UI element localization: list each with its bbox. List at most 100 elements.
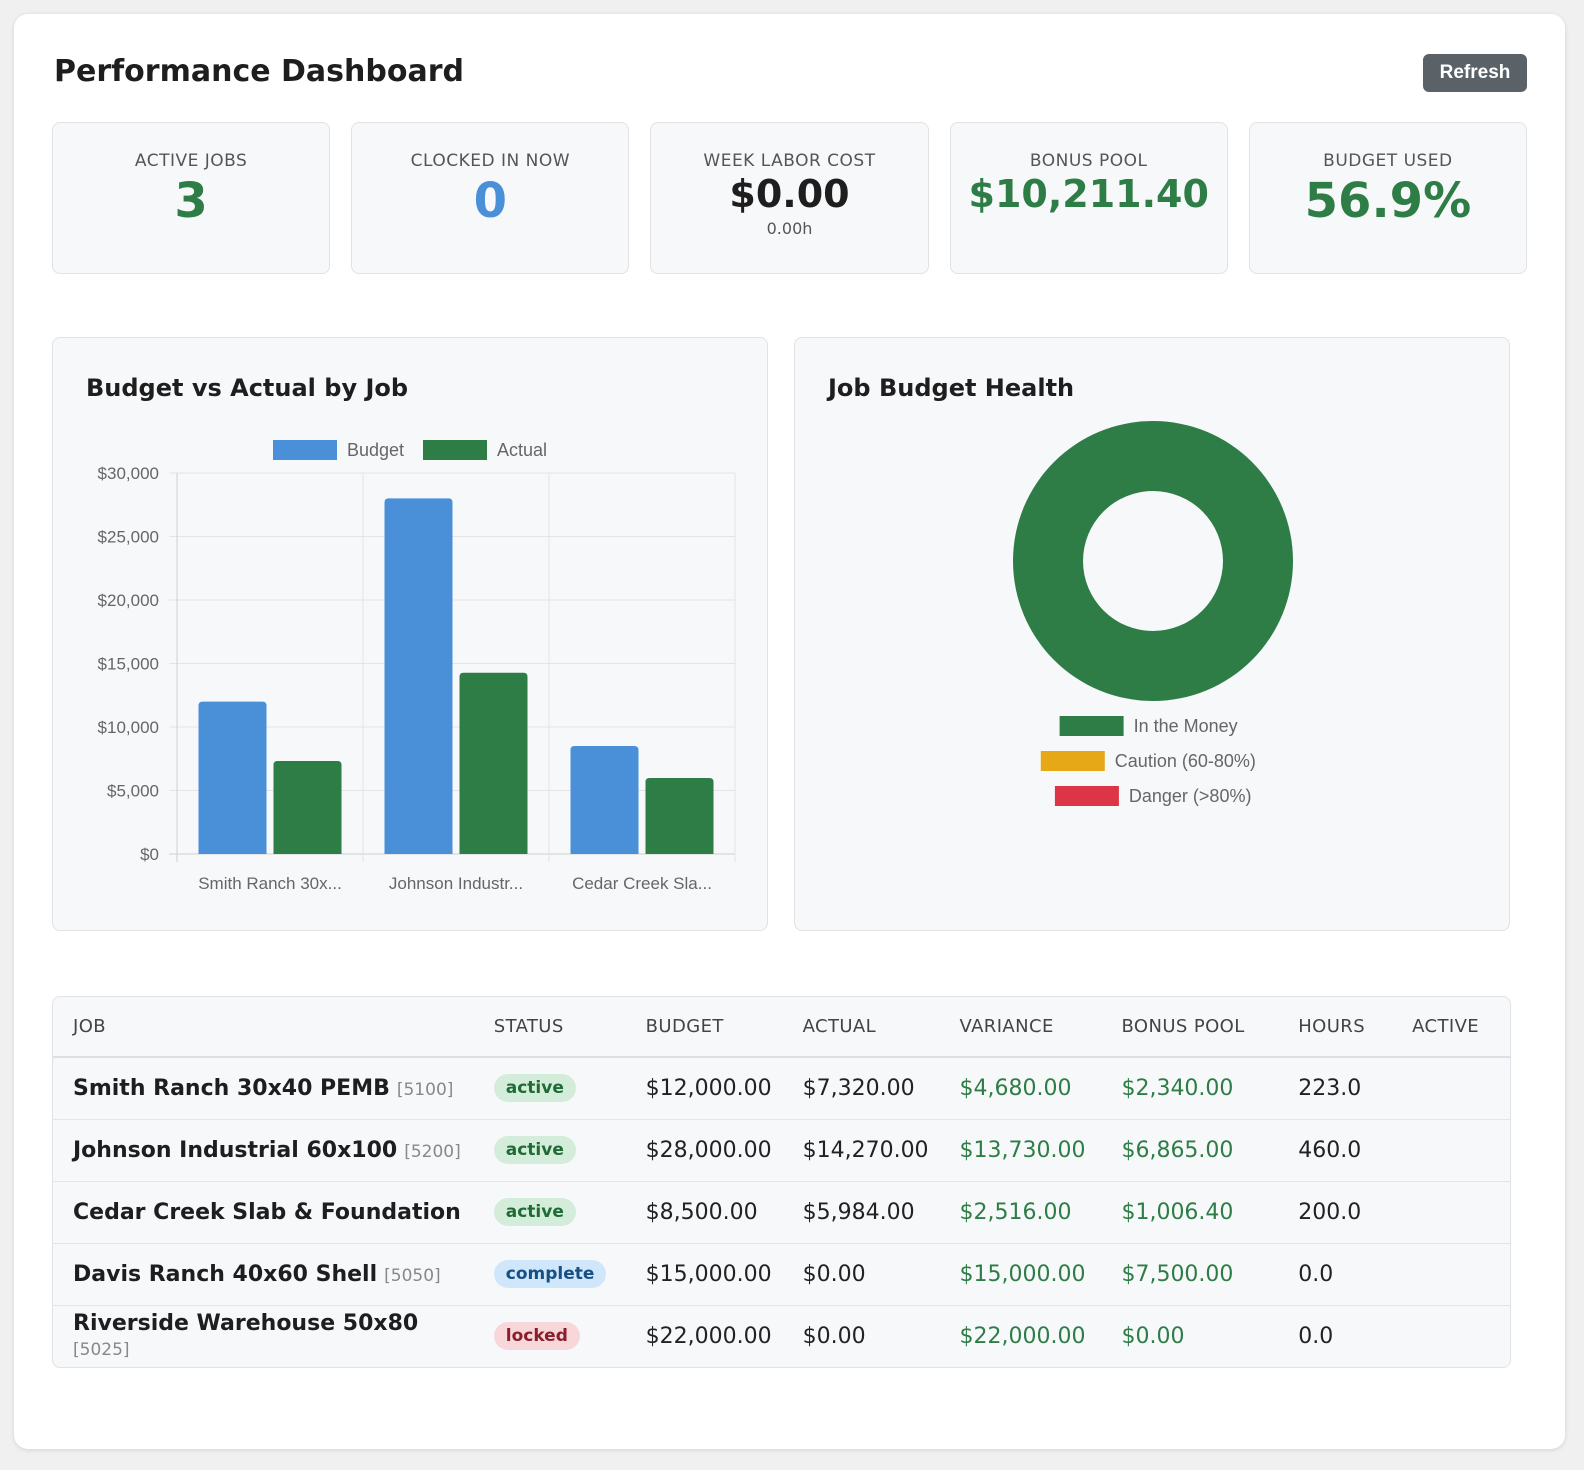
job-budget-health-panel: Job Budget Health In the Money Caution (6… xyxy=(794,337,1510,931)
legend-label-1[interactable]: Caution (60-80%) xyxy=(1115,751,1256,771)
variance-cell: $22,000.00 xyxy=(959,1323,1086,1349)
budget-cell: $28,000.00 xyxy=(625,1119,783,1182)
status-cell: active xyxy=(473,1181,626,1244)
stat-label: CLOCKED IN NOW xyxy=(410,151,571,171)
status-cell: complete xyxy=(473,1243,626,1306)
job-name[interactable]: Smith Ranch 30x40 PEMB xyxy=(73,1075,390,1101)
status-cell: locked xyxy=(474,1305,626,1367)
table-row[interactable]: Davis Ranch 40x60 Shell [5050] complete $1… xyxy=(53,1243,1510,1306)
legend-swatch-budget[interactable] xyxy=(273,440,337,460)
legend-swatch-actual[interactable] xyxy=(423,440,487,460)
y-tick-label: $25,000 xyxy=(98,528,159,547)
donut-slice-0[interactable] xyxy=(1013,421,1293,701)
bar-chart: $0 $5,000 $10,000 $15,000 $20,000 $25,000 $30,… xyxy=(98,440,736,893)
stat-label: BUDGET USED xyxy=(1323,151,1453,171)
hours-cell: 223.0 xyxy=(1278,1057,1393,1120)
status-badge: locked xyxy=(493,1322,580,1351)
page-title: Performance Dashboard xyxy=(54,54,464,89)
bonus-pool-cell: $6,865.00 xyxy=(1101,1119,1279,1182)
status-badge: active xyxy=(493,1198,576,1226)
dashboard-page: Performance Dashboard Refresh ACTIVE JOB… xyxy=(14,14,1565,1449)
stat-value: $10,211.40 xyxy=(968,172,1209,216)
job-cell: Davis Ranch 40x60 Shell [5050] xyxy=(53,1243,474,1306)
active-cell xyxy=(1392,1057,1510,1120)
bar-actual-1[interactable] xyxy=(459,672,528,854)
stat-value: 3 xyxy=(174,173,208,229)
donut-chart: In the Money Caution (60-80%) Danger (>80%… xyxy=(1013,421,1293,806)
bonus-pool-cell: $7,500.00 xyxy=(1101,1243,1279,1306)
legend-label-0[interactable]: In the Money xyxy=(1134,716,1238,736)
col-header-job[interactable]: JOB xyxy=(53,997,474,1058)
budget-cell: $22,000.00 xyxy=(645,1323,772,1349)
stat-label: ACTIVE JOBS xyxy=(134,151,248,171)
x-tick-label: Johnson Industr... xyxy=(389,874,523,893)
variance-cell: $13,730.00 xyxy=(939,1119,1102,1182)
col-header-variance[interactable]: VARIANCE xyxy=(939,997,1102,1058)
table-row[interactable]: Johnson Industrial 60x100 [5200] active $2… xyxy=(53,1119,1510,1182)
active-cell xyxy=(1392,1181,1510,1244)
col-header-hours[interactable]: HOURS xyxy=(1278,997,1393,1058)
bar-budget-0[interactable] xyxy=(198,701,267,854)
hours-cell: 0.0 xyxy=(1278,1243,1393,1306)
job-name[interactable]: Davis Ranch 40x60 Shell xyxy=(73,1261,378,1287)
bar-chart-title: Budget vs Actual by Job xyxy=(86,374,409,402)
bar-budget-2[interactable] xyxy=(570,746,639,854)
table-row[interactable]: Riverside Warehouse 50x80 [5025] locked $2… xyxy=(53,1305,1510,1367)
y-tick-label: $30,000 xyxy=(98,464,159,483)
col-header-actual[interactable]: ACTUAL xyxy=(782,997,940,1058)
job-cell: Johnson Industrial 60x100 [5200] xyxy=(53,1119,474,1182)
stat-value: 56.9% xyxy=(1304,173,1472,229)
stat-label: WEEK LABOR COST xyxy=(703,151,876,171)
jobs-table-container: JOB STATUS BUDGET ACTUAL VARIANCE BONUS … xyxy=(52,996,1511,1368)
bar-actual-0[interactable] xyxy=(273,761,342,854)
y-tick-label: $0 xyxy=(140,845,159,864)
legend-swatch-0[interactable] xyxy=(1059,716,1124,736)
refresh-button[interactable]: Refresh xyxy=(1423,54,1527,92)
table-row[interactable]: Smith Ranch 30x40 PEMB [5100] active $12,0… xyxy=(53,1057,1510,1120)
bonus-pool-cell: $1,006.40 xyxy=(1101,1181,1279,1244)
stat-card-clocked-in: CLOCKED IN NOW 0 xyxy=(351,122,630,274)
legend-label-budget[interactable]: Budget xyxy=(347,440,404,460)
x-tick-label: Smith Ranch 30x... xyxy=(198,874,342,893)
legend-swatch-1[interactable] xyxy=(1040,751,1105,771)
stat-card-week-labor-cost: WEEK LABOR COST $0.00 0.00h xyxy=(650,122,929,274)
budget-cell: $12,000.00 xyxy=(625,1057,783,1120)
actual-cell: $0.00 xyxy=(802,1323,866,1349)
job-code: [5100] xyxy=(396,1079,454,1100)
bar-budget-1[interactable] xyxy=(384,498,453,854)
legend-label-actual[interactable]: Actual xyxy=(497,440,547,460)
actual-cell: $5,984.00 xyxy=(782,1181,940,1244)
job-name[interactable]: Cedar Creek Slab & Foundation xyxy=(73,1199,461,1225)
table-header-row: JOB STATUS BUDGET ACTUAL VARIANCE BONUS … xyxy=(53,997,1510,1058)
stat-subvalue: 0.00h xyxy=(766,219,813,238)
bonus-pool-cell: $2,340.00 xyxy=(1101,1057,1279,1120)
job-code: [5200] xyxy=(404,1141,461,1162)
col-header-budget[interactable]: BUDGET xyxy=(625,997,783,1058)
donut-chart-title: Job Budget Health xyxy=(828,374,1075,402)
variance-cell: $2,516.00 xyxy=(939,1181,1102,1244)
actual-cell: $7,320.00 xyxy=(782,1057,940,1120)
y-tick-label: $20,000 xyxy=(98,591,159,610)
job-code: [5050] xyxy=(384,1265,441,1286)
status-cell: active xyxy=(473,1057,626,1120)
job-name[interactable]: Riverside Warehouse 50x80 xyxy=(73,1311,419,1337)
status-badge: complete xyxy=(493,1260,607,1288)
col-header-active[interactable]: ACTIVE xyxy=(1392,997,1510,1058)
variance-cell: $4,680.00 xyxy=(939,1057,1102,1120)
col-header-status[interactable]: STATUS xyxy=(473,997,626,1058)
active-cell xyxy=(1392,1305,1510,1367)
legend-swatch-2[interactable] xyxy=(1054,786,1119,806)
hours-cell: 460.0 xyxy=(1278,1119,1393,1182)
jobs-table: JOB STATUS BUDGET ACTUAL VARIANCE BONUS … xyxy=(53,997,1510,1367)
y-tick-label: $15,000 xyxy=(98,655,159,674)
hours-cell: 200.0 xyxy=(1278,1181,1393,1244)
table-row[interactable]: Cedar Creek Slab & Foundation active $8,5… xyxy=(53,1181,1510,1244)
legend-label-2[interactable]: Danger (>80%) xyxy=(1129,786,1252,806)
col-header-bonus-pool[interactable]: BONUS POOL xyxy=(1101,997,1279,1058)
job-name[interactable]: Johnson Industrial 60x100 xyxy=(73,1137,398,1163)
budget-cell: $15,000.00 xyxy=(625,1243,783,1306)
bar-actual-2[interactable] xyxy=(645,778,714,854)
budget-vs-actual-panel: Budget vs Actual by Job $0 $5,000 $10,000 $… xyxy=(52,337,768,931)
status-badge: active xyxy=(493,1074,576,1103)
stat-cards: ACTIVE JOBS 3 CLOCKED IN NOW 0 WEEK LABO… xyxy=(52,122,1528,274)
